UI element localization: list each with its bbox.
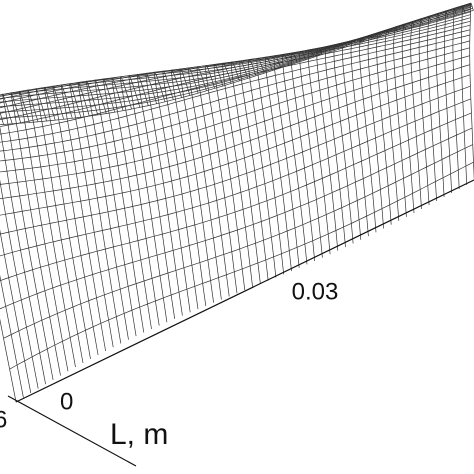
mesh-line [460,5,468,185]
mesh-line [410,21,422,210]
mesh-line [52,85,99,356]
mesh-line [94,79,137,337]
mesh-line [0,40,470,162]
mesh-line [27,89,76,368]
mesh-line [0,64,470,200]
x-tick-label: 0 [60,388,73,415]
mesh-line [384,29,400,221]
x-axis-label: L, m [110,418,168,451]
mesh-line [0,24,471,135]
mesh-line [0,5,473,113]
x-tick-label: 0.03 [292,278,339,305]
mesh-line [0,3,472,103]
mesh-line [0,112,472,282]
mesh-line [77,81,122,344]
mesh-line [376,31,392,225]
mesh-line [435,13,445,198]
mesh-line [469,2,474,181]
mesh-line [0,74,471,216]
mesh-line [0,47,470,173]
mesh-line [444,10,453,194]
mesh-line [9,161,474,370]
mesh-line [60,84,106,352]
mesh-line [0,34,470,152]
mesh-line [0,4,472,108]
mesh-line [0,55,470,185]
mesh-line [393,26,407,217]
mesh-line [86,80,129,340]
front-axis [7,395,137,467]
mesh-line [0,229,32,394]
mesh-line [0,85,471,235]
mesh-line [128,74,168,323]
mesh-line [342,41,362,240]
mesh-line [2,93,54,380]
mesh-line [0,29,471,143]
mesh-line [367,34,384,229]
mesh-line [0,7,471,100]
mesh-line [0,7,473,119]
mesh-line [452,7,460,190]
mesh-line [0,127,473,310]
mesh-line [0,98,471,257]
y-tick-label: 6 [0,406,7,433]
mesh-line [256,57,285,275]
mesh-line [248,59,277,278]
mesh-line [3,144,473,339]
l-axis [15,179,474,403]
mesh-line [0,10,474,126]
surface-mesh [0,2,474,403]
